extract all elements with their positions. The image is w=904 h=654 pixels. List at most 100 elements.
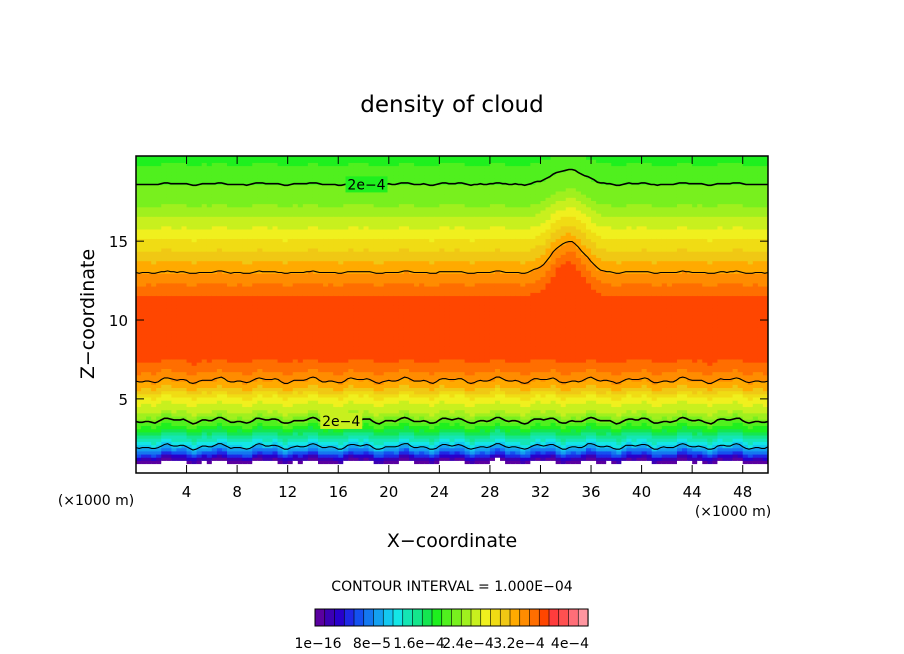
field-cell xyxy=(333,365,339,369)
field-cell xyxy=(307,365,314,369)
field-cell xyxy=(282,194,289,198)
field-cell xyxy=(186,222,193,227)
field-cell xyxy=(373,194,380,198)
field-cell xyxy=(297,206,304,211)
field-cell xyxy=(196,225,203,230)
field-cell xyxy=(211,194,218,198)
field-cell xyxy=(237,396,243,401)
field-cell xyxy=(237,355,243,360)
field-cell xyxy=(267,279,274,284)
field-cell xyxy=(176,304,183,309)
field-cell xyxy=(196,175,203,179)
field-cell xyxy=(176,336,183,341)
field-cell xyxy=(166,285,172,290)
field-cell xyxy=(338,251,344,255)
field-cell xyxy=(373,266,380,271)
field-cell xyxy=(307,453,314,458)
field-cell xyxy=(323,362,329,366)
field-cell xyxy=(383,434,390,439)
field-cell xyxy=(297,187,304,192)
field-cell xyxy=(196,181,203,186)
field-cell xyxy=(363,317,370,322)
field-cell xyxy=(368,327,375,331)
field-cell xyxy=(206,247,213,252)
field-cell xyxy=(338,390,344,395)
field-cell xyxy=(287,244,294,249)
field-cell xyxy=(221,339,228,344)
field-cell xyxy=(191,441,198,446)
field-cell xyxy=(368,216,375,220)
field-cell xyxy=(247,412,253,417)
field-cell xyxy=(267,257,274,262)
field-cell xyxy=(297,228,304,233)
field-cell xyxy=(221,400,228,404)
field-cell xyxy=(333,311,339,316)
field-cell xyxy=(146,304,152,309)
field-cell xyxy=(333,251,339,255)
field-cell xyxy=(252,447,258,452)
field-cell xyxy=(206,276,213,281)
field-cell xyxy=(353,330,360,335)
field-cell xyxy=(348,247,355,252)
field-cell xyxy=(343,200,349,205)
field-cell xyxy=(323,263,329,268)
field-cell xyxy=(196,327,203,331)
field-cell xyxy=(262,365,269,369)
field-cell xyxy=(176,273,183,278)
field-cell xyxy=(191,298,198,303)
field-cell xyxy=(353,387,360,392)
field-cell xyxy=(323,336,329,341)
field-cell xyxy=(277,298,284,303)
field-cell xyxy=(186,175,193,179)
field-cell xyxy=(221,352,228,357)
field-cell xyxy=(287,393,294,398)
field-cell xyxy=(262,327,269,331)
field-cell xyxy=(282,406,289,411)
field-cell xyxy=(368,384,375,389)
field-cell xyxy=(216,222,223,227)
field-cell xyxy=(171,441,178,446)
field-cell xyxy=(171,434,178,439)
field-cell xyxy=(141,362,147,366)
field-cell xyxy=(312,374,319,379)
field-cell xyxy=(373,162,380,167)
field-cell xyxy=(262,228,269,233)
field-cell xyxy=(136,181,142,186)
field-cell xyxy=(141,292,147,297)
field-cell xyxy=(363,159,370,163)
field-cell xyxy=(206,292,213,297)
field-cell xyxy=(232,279,238,284)
field-cell xyxy=(378,355,385,360)
field-cell xyxy=(343,409,349,414)
field-cell xyxy=(318,355,324,360)
field-cell xyxy=(343,194,349,198)
field-cell xyxy=(287,270,294,274)
field-cell xyxy=(328,228,334,233)
field-cell xyxy=(201,276,208,281)
field-cell xyxy=(282,178,289,182)
field-cell xyxy=(181,200,188,205)
field-cell xyxy=(323,194,329,198)
field-cell xyxy=(221,419,228,423)
field-cell xyxy=(211,285,218,290)
field-cell xyxy=(383,400,390,404)
field-cell xyxy=(186,460,193,465)
field-cell xyxy=(333,298,339,303)
field-cell xyxy=(191,266,198,271)
field-cell xyxy=(206,260,213,265)
field-cell xyxy=(328,206,334,211)
field-cell xyxy=(196,412,203,417)
field-cell xyxy=(363,352,370,357)
field-cell xyxy=(227,336,233,341)
field-cell xyxy=(307,381,314,385)
field-cell xyxy=(307,466,314,471)
field-cell xyxy=(257,339,263,344)
field-cell xyxy=(186,168,193,173)
field-cell xyxy=(277,203,284,208)
field-cell xyxy=(343,438,349,442)
field-cell xyxy=(383,168,390,173)
field-cell xyxy=(141,381,147,385)
field-cell xyxy=(237,203,243,208)
field-cell xyxy=(297,304,304,309)
field-cell xyxy=(353,339,360,344)
